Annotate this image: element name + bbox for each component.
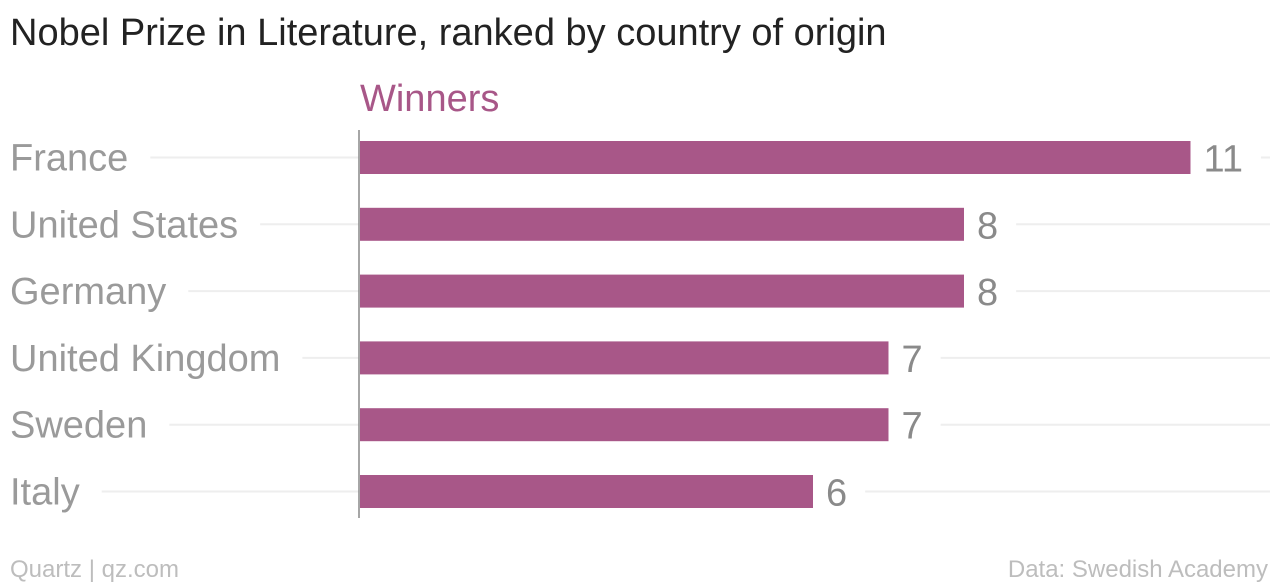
category-label: Italy	[10, 472, 80, 514]
category-label: Germany	[10, 271, 166, 313]
bar	[360, 408, 889, 442]
bar	[360, 475, 813, 508]
data-label: 11	[1204, 139, 1243, 181]
bar	[360, 207, 964, 241]
data-label: 7	[902, 406, 923, 448]
bar	[360, 141, 1191, 174]
footer-data-source: Data: Swedish Academy	[1007, 556, 1268, 583]
category-label: United States	[10, 204, 238, 246]
bar	[360, 341, 889, 375]
data-label: 6	[826, 473, 847, 515]
category-label: Sweden	[10, 405, 147, 447]
category-label: France	[10, 138, 128, 180]
footer-credit: Quartz | qz.com	[10, 556, 179, 583]
data-label: 8	[977, 205, 998, 247]
chart-title: Nobel Prize in Literature, ranked by cou…	[10, 12, 887, 54]
bar	[360, 274, 964, 308]
category-label: United Kingdom	[10, 338, 280, 380]
series-label-winners: Winners	[360, 78, 500, 120]
data-label: 7	[902, 339, 923, 381]
data-label: 8	[977, 272, 998, 314]
